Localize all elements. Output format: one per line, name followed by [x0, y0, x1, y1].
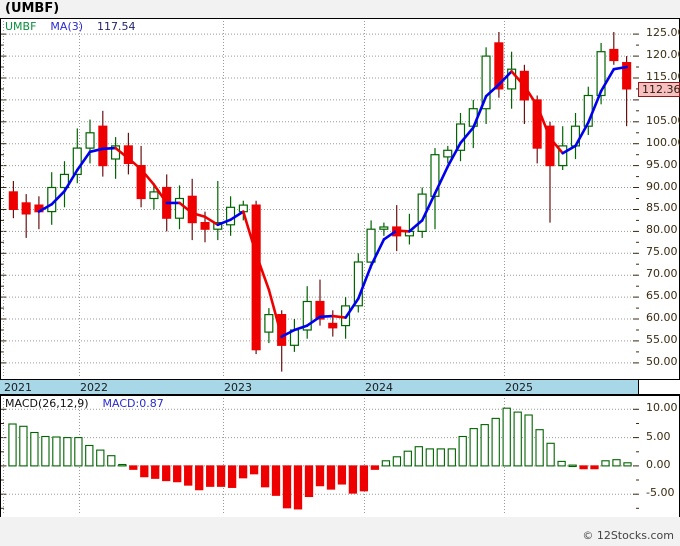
price-tick-label: 90.00	[646, 179, 678, 193]
price-plot-area[interactable]	[1, 19, 639, 378]
x-axis-year-label: 2021	[4, 381, 32, 394]
site-watermark: © 12Stocks.com	[582, 529, 674, 542]
price-tick-label: 115.00	[646, 69, 680, 83]
price-tick-label: 95.00	[646, 157, 678, 171]
macd-legend: MACD(26,12,9) MACD:0.87	[5, 397, 164, 410]
price-tick-label: 70.00	[646, 267, 678, 281]
footer-bar: © 12Stocks.com	[0, 517, 680, 546]
year-bar-cap-top	[638, 380, 680, 394]
x-axis-year-label: 2023	[224, 381, 252, 394]
price-tick-label: 120.00	[646, 48, 680, 62]
price-tick-label: 125.00	[646, 26, 680, 40]
price-legend: UMBF MA(3) 117.54	[5, 20, 136, 33]
legend-ma-label: MA(3)	[50, 20, 84, 33]
price-tick-label: 80.00	[646, 223, 678, 237]
price-chart-panel	[0, 18, 680, 379]
macd-tick-label: 10.00	[646, 401, 678, 415]
price-tick-label: 60.00	[646, 311, 678, 325]
x-axis-year-bar-top: 2021 2022 2023 2024 2025	[0, 379, 680, 395]
macd-tick-label: -5.00	[646, 486, 675, 500]
legend-macd-value: MACD:0.87	[102, 397, 164, 410]
legend-symbol: UMBF	[5, 20, 37, 33]
macd-tick-label: 0.00	[646, 457, 671, 471]
window-title-bar: (UMBF)	[0, 0, 680, 18]
price-tick-label: 50.00	[646, 354, 678, 368]
macd-chart-panel	[0, 395, 680, 517]
x-axis-year-label: 2022	[80, 381, 108, 394]
macd-tick-label: 5.00	[646, 429, 671, 443]
price-tick-label: 105.00	[646, 113, 680, 127]
price-tick-label: 85.00	[646, 201, 678, 215]
x-axis-year-label: 2024	[365, 381, 393, 394]
price-tick-label: 75.00	[646, 245, 678, 259]
legend-macd-name: MACD(26,12,9)	[5, 397, 89, 410]
last-price-badge: 112.36	[638, 81, 680, 97]
x-axis-year-label: 2025	[505, 381, 533, 394]
price-tick-label: 65.00	[646, 289, 678, 303]
legend-ma-value: 117.54	[97, 20, 136, 33]
macd-plot-area[interactable]	[1, 396, 639, 516]
page-title: (UMBF)	[5, 1, 60, 16]
price-tick-label: 100.00	[646, 135, 680, 149]
price-tick-label: 55.00	[646, 332, 678, 346]
last-price-value: 112.36	[642, 82, 680, 96]
